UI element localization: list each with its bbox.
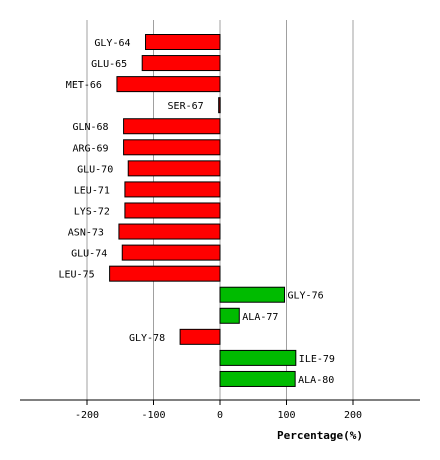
x-axis-title: Percentage(%) [277, 429, 363, 442]
category-label: LEU-71 [74, 185, 110, 196]
bar-ala-77 [219, 307, 240, 324]
bar-met-66 [116, 76, 221, 93]
bar-ile-79 [219, 349, 297, 366]
category-label: ASN-73 [68, 228, 104, 239]
category-label: ILE-79 [299, 354, 335, 365]
bar-ala-80 [219, 370, 296, 387]
category-label: GLY-78 [129, 333, 165, 344]
category-label: GLU-70 [77, 164, 113, 175]
category-label: GLY-64 [94, 38, 130, 49]
bar-gly-78 [179, 328, 221, 345]
x-tick-label: 100 [277, 410, 295, 421]
category-label: GLU-65 [91, 59, 127, 70]
bar-leu-75 [109, 265, 221, 282]
bar-lys-72 [124, 202, 221, 219]
category-label: LYS-72 [74, 206, 110, 217]
category-label: ARG-69 [72, 143, 108, 154]
bar-arg-69 [123, 139, 221, 156]
bars [109, 34, 297, 387]
category-label: GLY-76 [288, 291, 324, 302]
bar-gly-64 [145, 34, 221, 50]
category-label: SER-67 [168, 101, 204, 112]
category-label: ALA-77 [242, 312, 278, 323]
bar-glu-74 [121, 244, 221, 261]
bar-gln-68 [123, 118, 221, 135]
category-label: ALA-80 [298, 375, 334, 386]
category-labels: GLY-64 GLU-65 MET-66 SER-67 GLN-68 ARG-69 GLU-… [58, 38, 334, 386]
x-tick-label: -100 [141, 410, 165, 421]
bar-ser-67 [218, 97, 221, 114]
bar-gly-76 [219, 286, 286, 303]
category-label: GLN-68 [72, 122, 108, 133]
x-tick-label: -200 [75, 410, 99, 421]
bar-asn-73 [118, 223, 221, 240]
category-label: GLU-74 [71, 249, 107, 260]
category-label: LEU-75 [58, 270, 94, 281]
bar-glu-70 [127, 160, 221, 177]
bar-glu-65 [141, 55, 221, 72]
category-label: MET-66 [66, 80, 102, 91]
x-axis: -200 -100 0 100 200 [20, 399, 420, 421]
x-tick-label: 0 [217, 410, 223, 421]
bar-leu-71 [124, 181, 221, 198]
x-tick-label: 200 [344, 410, 362, 421]
